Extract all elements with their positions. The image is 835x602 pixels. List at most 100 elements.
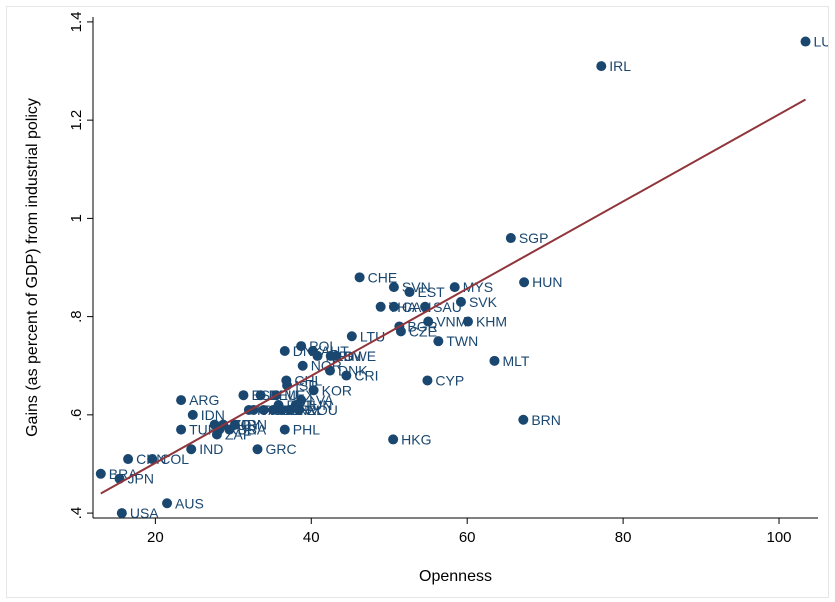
data-point xyxy=(505,233,516,244)
point-label: FRA xyxy=(262,402,291,418)
point-label: CZE xyxy=(409,323,437,339)
x-tick-label: 100 xyxy=(767,529,792,546)
x-axis-title: Openness xyxy=(419,568,492,585)
data-point xyxy=(297,360,308,371)
point-label: SVN xyxy=(402,279,431,295)
data-point xyxy=(395,326,406,337)
point-label: GRC xyxy=(265,441,296,457)
data-point xyxy=(176,395,187,406)
point-label: ARG xyxy=(189,392,219,408)
data-point xyxy=(296,341,307,352)
data-point xyxy=(312,350,323,361)
data-point xyxy=(423,316,434,327)
point-label: GBR xyxy=(272,402,302,418)
plot-area: 20 40 60 80 100 .4 .6 .8 1 1.2 1.4 LUX IRL SGP HUN CH… xyxy=(68,11,835,546)
data-points xyxy=(95,36,811,519)
y-axis-ticks: .4 .6 .8 1 1.2 1.4 xyxy=(68,11,93,519)
data-point xyxy=(462,316,473,327)
data-point xyxy=(186,444,197,455)
point-label: HKG xyxy=(401,431,431,447)
y-tick-label: 1.4 xyxy=(68,11,85,32)
point-label: BRA xyxy=(237,422,266,438)
x-tick-label: 40 xyxy=(303,529,320,546)
data-point xyxy=(290,400,301,411)
point-label: NLD xyxy=(326,348,354,364)
point-label: TUN xyxy=(304,397,333,413)
data-point xyxy=(147,454,158,465)
point-label: RUS xyxy=(227,422,257,438)
data-point xyxy=(116,508,127,519)
point-label: CHL xyxy=(294,372,322,388)
point-label: EGY xyxy=(231,417,261,433)
scatter-chart: 20 40 60 80 100 .4 .6 .8 1 1.2 1.4 LUX IRL SGP HUN CH… xyxy=(24,11,835,585)
data-point xyxy=(404,287,415,298)
data-point xyxy=(375,301,386,312)
data-point xyxy=(308,385,319,396)
data-point xyxy=(276,404,287,415)
point-label: TWN xyxy=(446,333,478,349)
data-point xyxy=(258,404,269,415)
y-tick-label: 1.2 xyxy=(68,110,85,131)
point-label: LUX xyxy=(814,34,828,50)
data-point xyxy=(341,370,352,381)
point-label: COL xyxy=(160,451,189,467)
point-label: LVA xyxy=(309,392,334,408)
data-point xyxy=(388,434,399,445)
point-label: MEX xyxy=(284,387,315,403)
point-label: PER xyxy=(281,402,310,418)
point-label: IRL xyxy=(609,58,631,74)
data-point xyxy=(95,468,106,479)
data-point xyxy=(279,346,290,356)
point-label: KOR xyxy=(322,382,352,398)
x-tick-label: 60 xyxy=(459,529,476,546)
point-label: BRN xyxy=(531,412,561,428)
point-label: VNM xyxy=(436,314,467,330)
point-label: POL xyxy=(309,338,337,354)
point-label: CAN xyxy=(402,299,432,315)
data-point xyxy=(519,277,530,288)
point-label: HUN xyxy=(532,274,562,290)
point-label: ZAF xyxy=(225,427,251,443)
point-label: IND xyxy=(199,441,223,457)
data-point xyxy=(518,414,529,425)
point-label: MLT xyxy=(502,353,529,369)
fit-line xyxy=(100,98,807,495)
point-label: DNK xyxy=(338,363,368,379)
point-label: CRI xyxy=(354,368,378,384)
point-label: CHE xyxy=(368,269,398,285)
data-point xyxy=(800,36,811,47)
x-tick-label: 80 xyxy=(615,529,632,546)
x-axis-ticks: 20 40 60 80 100 xyxy=(147,518,792,546)
point-label: SGP xyxy=(519,230,549,246)
point-label: PHL xyxy=(293,422,320,438)
y-tick-label: .8 xyxy=(68,310,85,323)
point-label: TUR xyxy=(189,422,218,438)
point-label: DEU xyxy=(269,387,299,403)
data-point xyxy=(388,282,399,293)
point-label: KHM xyxy=(476,314,507,330)
y-tick-label: .4 xyxy=(68,507,85,520)
data-point xyxy=(279,424,290,435)
point-label: CHN xyxy=(136,451,166,467)
point-label: IRN xyxy=(243,417,267,433)
point-label: CYP xyxy=(435,372,464,388)
y-axis-title: Gains (as percent of GDP) from industria… xyxy=(24,98,41,437)
point-label: IDN xyxy=(201,407,225,423)
point-label: BGR xyxy=(407,318,437,334)
point-label: SVK xyxy=(469,294,498,310)
point-label: ESP xyxy=(251,387,279,403)
data-point xyxy=(489,355,500,366)
data-point xyxy=(255,390,266,401)
data-point xyxy=(187,409,198,420)
data-point xyxy=(433,336,444,347)
data-point xyxy=(229,419,240,430)
point-label: JPN xyxy=(128,471,154,487)
data-point xyxy=(388,301,399,312)
point-label: NZL xyxy=(297,402,324,418)
data-point xyxy=(422,375,433,386)
data-point xyxy=(162,498,173,509)
point-label: PRT xyxy=(287,397,315,413)
point-label: ROU xyxy=(307,402,338,418)
x-tick-label: 20 xyxy=(147,529,164,546)
